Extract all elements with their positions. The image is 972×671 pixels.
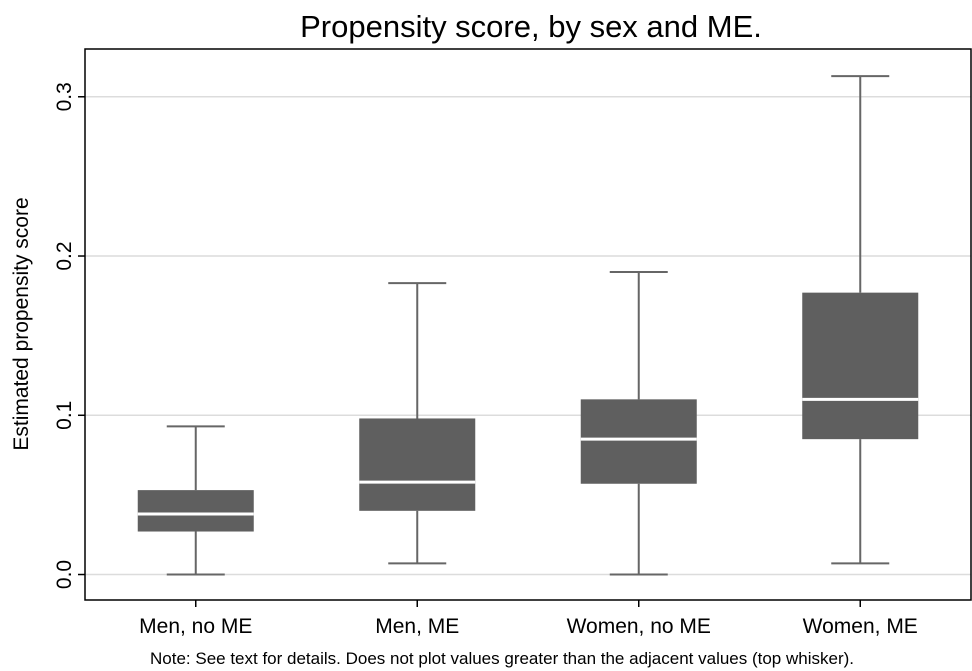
y-axis-label: Estimated propensity score: [10, 197, 33, 450]
x-category-label: Women, no ME: [567, 615, 711, 638]
box-2: [359, 282, 476, 565]
x-category-label: Women, ME: [803, 615, 918, 638]
box-3: [580, 270, 697, 576]
box-iqr: [802, 292, 919, 440]
box-1: [137, 425, 254, 576]
y-tick-label: 0.3: [53, 82, 76, 111]
box-iqr: [137, 490, 254, 532]
boxes-layer: [137, 75, 919, 576]
x-category-label: Men, no ME: [139, 615, 252, 638]
chart-title: Propensity score, by sex and ME.: [300, 9, 762, 44]
box-4: [802, 75, 919, 565]
y-tick-label: 0.1: [53, 401, 76, 430]
x-axis-labels: Men, no ME Men, ME Women, no ME Women, ME: [139, 600, 918, 638]
box-iqr: [359, 418, 476, 511]
y-tick-label: 0.0: [53, 560, 76, 589]
y-axis-ticks: 0.0 0.1 0.2 0.3: [53, 82, 85, 589]
box-iqr: [580, 399, 697, 484]
x-category-label: Men, ME: [375, 615, 459, 638]
plot-frame: [84, 48, 972, 601]
chart-note: Note: See text for details. Does not plo…: [150, 649, 854, 668]
y-tick-label: 0.2: [53, 241, 76, 270]
